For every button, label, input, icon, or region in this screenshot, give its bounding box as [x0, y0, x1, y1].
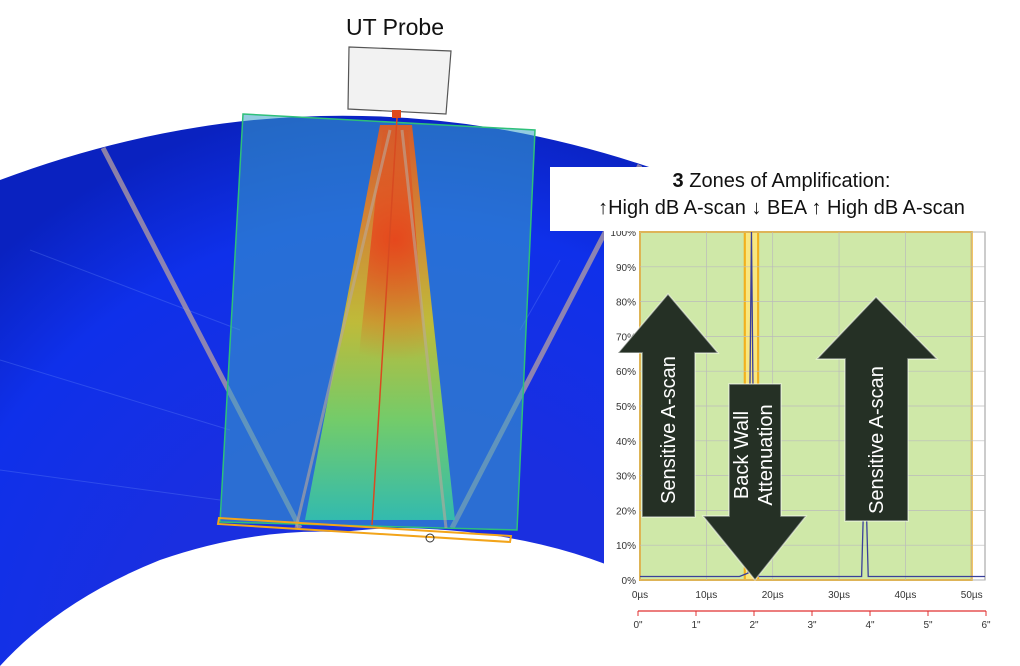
x-tick-label-time: 20µs: [762, 590, 784, 601]
x-tick-label-depth: 3": [807, 620, 817, 631]
focal-marker: [425, 533, 435, 543]
x-tick-label-depth: 6": [981, 620, 991, 631]
y-tick-label: 20%: [616, 506, 636, 517]
y-tick-label: 80%: [616, 298, 636, 309]
y-tick-label: 30%: [616, 472, 636, 483]
arrow-up-left: [616, 292, 720, 518]
x-tick-label-time: 10µs: [695, 590, 717, 601]
zone-count: 3: [672, 170, 684, 192]
back-wall-gate: [216, 516, 513, 544]
arrow-label-middle-line2: Attenuation: [755, 404, 777, 506]
y-tick-label: 10%: [616, 541, 636, 552]
y-tick-label: 90%: [616, 263, 636, 274]
beam-axis: [371, 117, 398, 526]
arrow-label-middle-line1: Back Wall: [731, 410, 753, 500]
y-tick-label: 100%: [610, 228, 636, 239]
arrow-label-right: Sensitive A-scan: [866, 366, 888, 514]
x-tick-label-time: 30µs: [828, 590, 850, 601]
arrow-down-middle: [701, 383, 808, 582]
y-tick-label: 40%: [616, 437, 636, 448]
probe-label: UT Probe: [346, 14, 445, 40]
x-tick-label-depth: 5": [923, 620, 933, 631]
y-tick-label: 60%: [616, 367, 636, 378]
arrow-label-middle: Back Wall Attenuation: [730, 365, 778, 545]
y-tick-label: 70%: [616, 332, 636, 343]
chart-title: 3 Zones of Amplification: ↑High dB A-sca…: [550, 167, 1013, 231]
arrow-label-left: Sensitive A-scan: [658, 356, 680, 504]
x-tick-label-time: 0µs: [632, 590, 648, 601]
x-tick-label-depth: 1": [691, 620, 701, 631]
pipe-bore: [30, 528, 760, 666]
x-tick-label-depth: 4": [865, 620, 875, 631]
x-tick-label-time: 50µs: [961, 590, 983, 601]
title-subtitle: ↑High dB A-scan ↓ BEA ↑ High dB A-scan: [598, 197, 965, 219]
y-tick-label: 0%: [622, 576, 637, 587]
title-heading: Zones of Amplification:: [683, 170, 891, 192]
x-tick-label-time: 40µs: [894, 590, 916, 601]
y-tick-label: 50%: [616, 402, 636, 413]
ut-probe: [347, 46, 452, 115]
x-tick-label-depth: 2": [749, 620, 759, 631]
arrow-up-right: [815, 295, 939, 522]
x-tick-label-depth: 0": [633, 620, 643, 631]
